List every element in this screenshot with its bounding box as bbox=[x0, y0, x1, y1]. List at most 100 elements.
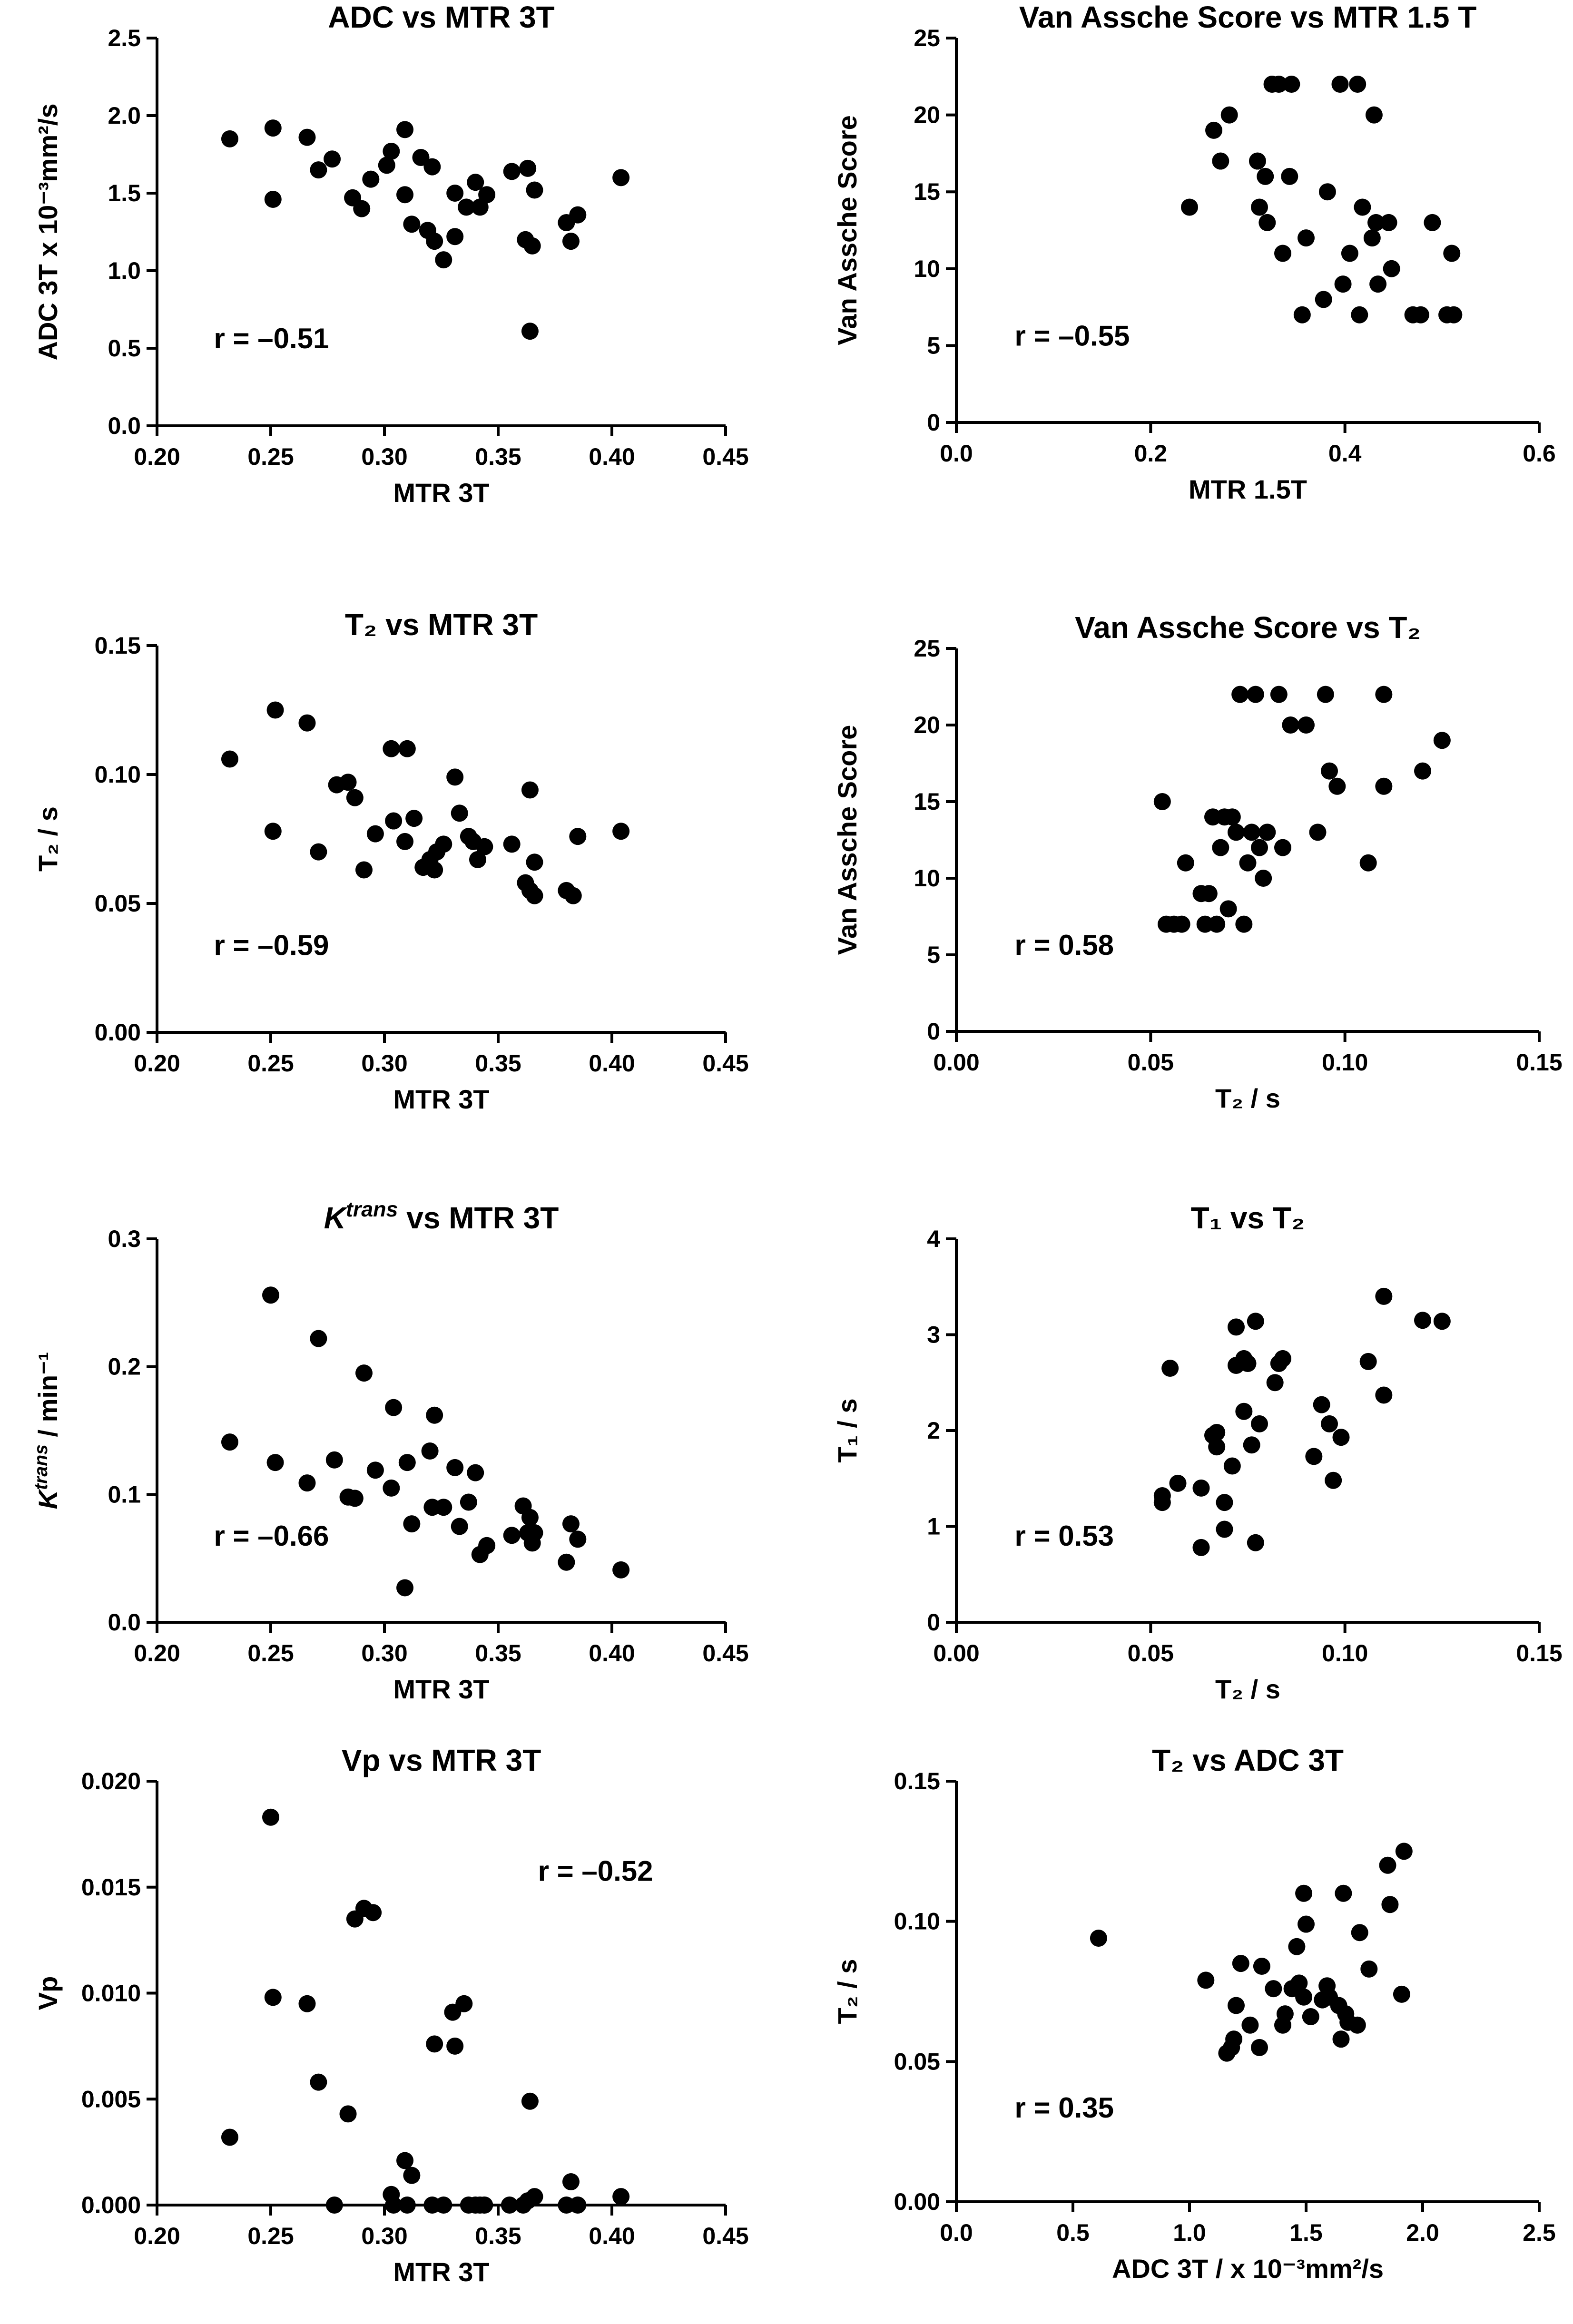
data-point bbox=[396, 186, 414, 204]
x-tick-label: 0.30 bbox=[361, 1050, 407, 1077]
y-tick-label: 1.5 bbox=[108, 180, 141, 206]
correlation-label: r = –0.52 bbox=[538, 1855, 653, 1887]
y-tick-label: 0.15 bbox=[95, 632, 141, 659]
data-point bbox=[1266, 1374, 1284, 1392]
correlation-label: r = 0.53 bbox=[1015, 1520, 1114, 1552]
data-point bbox=[1412, 306, 1429, 324]
data-point bbox=[378, 157, 395, 174]
x-tick-label: 0.20 bbox=[134, 2223, 180, 2249]
data-point bbox=[221, 130, 238, 147]
data-point bbox=[385, 2197, 403, 2214]
data-point bbox=[324, 150, 341, 168]
data-point bbox=[1177, 854, 1194, 872]
data-point bbox=[264, 119, 282, 137]
data-point bbox=[1298, 1915, 1315, 1933]
data-point bbox=[523, 237, 541, 255]
y-tick-label: 0.00 bbox=[95, 1019, 141, 1046]
data-point bbox=[1321, 1415, 1338, 1432]
y-tick-label: 25 bbox=[914, 635, 940, 662]
data-point bbox=[1380, 214, 1397, 231]
data-point bbox=[446, 185, 464, 202]
data-point bbox=[426, 233, 443, 250]
data-point bbox=[1223, 808, 1241, 826]
y-tick-label: 0.1 bbox=[108, 1481, 141, 1508]
data-point bbox=[364, 1904, 382, 1922]
y-axis-title: T₁ / s bbox=[832, 1398, 862, 1462]
data-point bbox=[1375, 686, 1393, 703]
data-point bbox=[562, 233, 580, 250]
x-tick-label: 0.40 bbox=[589, 2223, 635, 2249]
data-point bbox=[339, 2105, 357, 2123]
data-point bbox=[1192, 1539, 1210, 1556]
x-tick-label: 1.0 bbox=[1173, 2219, 1206, 2246]
y-axis-title-superscript: trans bbox=[31, 1444, 51, 1490]
data-point bbox=[1251, 2039, 1268, 2056]
data-point bbox=[1325, 1471, 1342, 1489]
x-axis-title: T₂ / s bbox=[1215, 1083, 1280, 1113]
data-point bbox=[1251, 1415, 1268, 1432]
x-axis-title: MTR 3T bbox=[393, 1084, 489, 1114]
x-tick-label: 0.25 bbox=[247, 1640, 294, 1667]
data-point bbox=[262, 1808, 279, 1826]
x-tick-label: 0.05 bbox=[1128, 1049, 1174, 1076]
data-point bbox=[562, 1515, 580, 1533]
data-point bbox=[1235, 915, 1253, 933]
data-point bbox=[1288, 1938, 1306, 1955]
data-point bbox=[1208, 915, 1226, 933]
data-point bbox=[1223, 1457, 1241, 1475]
data-point bbox=[1424, 214, 1441, 231]
y-tick-label: 0.05 bbox=[95, 890, 141, 917]
panel-title-suffix: vs MTR 3T bbox=[398, 1201, 559, 1235]
x-tick-label: 0.00 bbox=[933, 1049, 979, 1076]
data-point bbox=[612, 2188, 630, 2206]
data-point bbox=[266, 701, 284, 719]
data-point bbox=[1443, 245, 1461, 262]
data-point bbox=[455, 1995, 473, 2012]
x-tick-label: 0.35 bbox=[475, 443, 521, 470]
data-point bbox=[1239, 854, 1257, 872]
x-tick-label: 0.30 bbox=[361, 443, 407, 470]
data-point bbox=[1375, 777, 1393, 795]
data-point bbox=[1375, 1386, 1393, 1404]
panel-title-main: K bbox=[324, 1201, 348, 1235]
data-point bbox=[1318, 183, 1336, 201]
panel-title: Ktrans vs MTR 3T bbox=[324, 1197, 559, 1235]
correlation-label: r = –0.66 bbox=[214, 1520, 329, 1552]
data-point bbox=[1332, 1429, 1350, 1446]
data-point bbox=[1228, 1997, 1245, 2014]
data-point bbox=[412, 149, 430, 167]
x-tick-label: 0.0 bbox=[940, 2219, 973, 2246]
data-point bbox=[346, 789, 364, 806]
scatter-panel-1: 0.20 0.25 0.30 0.35 0.40 0.45 0.0 0.5 1.0 1.5 2.0 2… bbox=[33, 0, 749, 508]
data-point bbox=[1257, 167, 1274, 185]
data-point bbox=[521, 781, 539, 799]
scatter-panel-6: 0.00 0.05 0.10 0.15 0 1 2 3 4 T₁ vs T₂ T₂ / s T₁ / … bbox=[832, 1201, 1563, 1704]
data-point bbox=[1197, 1971, 1215, 1989]
data-point bbox=[383, 142, 400, 160]
data-point bbox=[521, 1509, 539, 1526]
y-tick-label: 0.015 bbox=[81, 1874, 141, 1901]
data-point bbox=[558, 1553, 575, 1571]
y-tick-label: 0.5 bbox=[108, 335, 141, 362]
x-tick-label: 2.5 bbox=[1523, 2219, 1556, 2246]
data-point bbox=[1379, 1856, 1396, 1874]
data-point bbox=[1270, 75, 1288, 93]
y-axis-title-main: K bbox=[33, 1488, 63, 1509]
data-point bbox=[1274, 245, 1291, 262]
data-point bbox=[446, 1459, 464, 1476]
data-point bbox=[435, 1499, 452, 1516]
x-tick-label: 0.00 bbox=[933, 1640, 979, 1667]
data-point bbox=[467, 174, 484, 191]
data-point bbox=[451, 804, 468, 822]
data-point bbox=[1414, 1312, 1431, 1329]
data-point bbox=[526, 887, 543, 904]
y-axis-title: Ktrans / min⁻¹ bbox=[31, 1352, 63, 1510]
data-point bbox=[1255, 870, 1272, 887]
x-tick-label: 0.20 bbox=[134, 1640, 180, 1667]
data-point bbox=[1228, 1318, 1245, 1336]
data-point bbox=[1359, 854, 1377, 872]
y-axis-title: Vp bbox=[33, 1976, 63, 2010]
data-point bbox=[385, 812, 403, 830]
data-point bbox=[1208, 1438, 1226, 1456]
x-tick-label: 0.35 bbox=[475, 2223, 521, 2249]
